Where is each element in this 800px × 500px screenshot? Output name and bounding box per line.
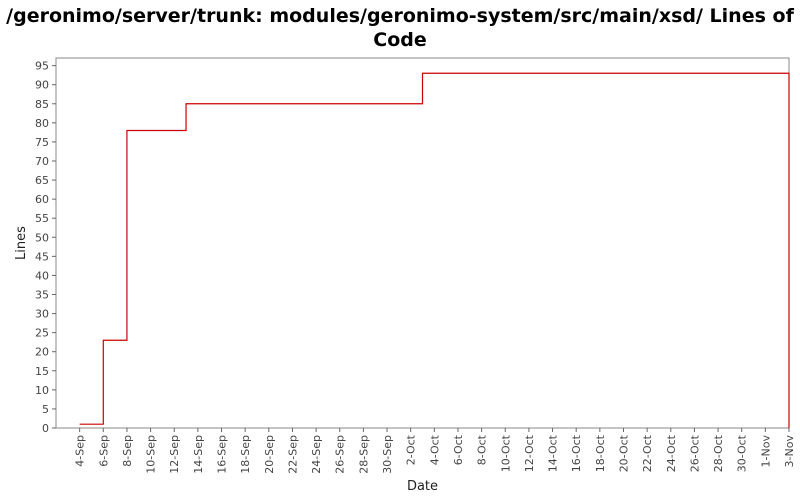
x-tick-label: 28-Sep bbox=[357, 435, 370, 474]
y-axis-label: Lines bbox=[14, 226, 29, 260]
y-tick-label: 45 bbox=[35, 250, 49, 263]
y-tick-label: 35 bbox=[35, 288, 49, 301]
y-tick-label: 55 bbox=[35, 212, 49, 225]
x-tick-label: 16-Oct bbox=[570, 434, 583, 472]
y-tick-label: 30 bbox=[35, 308, 49, 321]
y-tick-label: 25 bbox=[35, 327, 49, 340]
x-tick-label: 22-Oct bbox=[641, 434, 654, 472]
x-tick-label: 18-Sep bbox=[239, 435, 252, 474]
x-tick-label: 14-Sep bbox=[192, 435, 205, 474]
y-tick-label: 85 bbox=[35, 98, 49, 111]
plot-area bbox=[55, 57, 790, 429]
y-tick-label: 10 bbox=[35, 384, 49, 397]
y-tick-label: 0 bbox=[42, 422, 49, 435]
x-tick-label: 30-Oct bbox=[736, 434, 749, 472]
x-tick-label: 12-Oct bbox=[523, 434, 536, 472]
chart-title: /geronimo/server/trunk: modules/geronimo… bbox=[6, 5, 794, 51]
x-tick-label: 1-Nov bbox=[759, 435, 772, 468]
x-tick-label: 28-Oct bbox=[712, 434, 725, 472]
x-tick-label: 6-Oct bbox=[452, 434, 465, 465]
x-tick-label: 2-Oct bbox=[405, 434, 418, 465]
x-tick-label: 14-Oct bbox=[547, 434, 560, 472]
x-tick-label: 24-Oct bbox=[665, 434, 678, 472]
x-tick-label: 10-Oct bbox=[499, 434, 512, 472]
x-tick-label: 8-Sep bbox=[121, 435, 134, 467]
y-tick-label: 65 bbox=[35, 174, 49, 187]
y-tick-label: 70 bbox=[35, 155, 49, 168]
x-tick-label: 8-Oct bbox=[476, 434, 489, 465]
y-tick-label: 80 bbox=[35, 117, 49, 130]
x-tick-label: 12-Sep bbox=[168, 435, 181, 474]
x-tick-label: 24-Sep bbox=[310, 435, 323, 474]
y-tick-label: 40 bbox=[35, 269, 49, 282]
series-line bbox=[79, 72, 790, 428]
x-tick-label: 22-Sep bbox=[286, 435, 299, 474]
x-tick-label: 16-Sep bbox=[216, 435, 229, 474]
x-tick-label: 20-Sep bbox=[263, 435, 276, 474]
y-tick-label: 50 bbox=[35, 231, 49, 244]
y-tick-label: 90 bbox=[35, 79, 49, 92]
y-tick-label: 5 bbox=[42, 403, 49, 416]
y-tick-label: 75 bbox=[35, 136, 49, 149]
x-tick-label: 4-Oct bbox=[428, 434, 441, 465]
y-tick-label: 15 bbox=[35, 365, 49, 378]
x-tick-label: 30-Sep bbox=[381, 435, 394, 474]
x-tick-label: 6-Sep bbox=[97, 435, 110, 467]
x-axis-label: Date bbox=[407, 479, 438, 494]
x-tick-label: 20-Oct bbox=[617, 434, 630, 472]
x-tick-label: 10-Sep bbox=[145, 435, 158, 474]
x-tick-label: 3-Nov bbox=[783, 435, 796, 468]
y-tick-label: 60 bbox=[35, 193, 49, 206]
x-tick-label: 18-Oct bbox=[594, 434, 607, 472]
y-tick-label: 95 bbox=[35, 60, 49, 73]
x-tick-label: 26-Oct bbox=[688, 434, 701, 472]
y-tick-label: 20 bbox=[35, 346, 49, 359]
x-tick-label: 26-Sep bbox=[334, 435, 347, 474]
x-tick-label: 4-Sep bbox=[74, 435, 87, 467]
